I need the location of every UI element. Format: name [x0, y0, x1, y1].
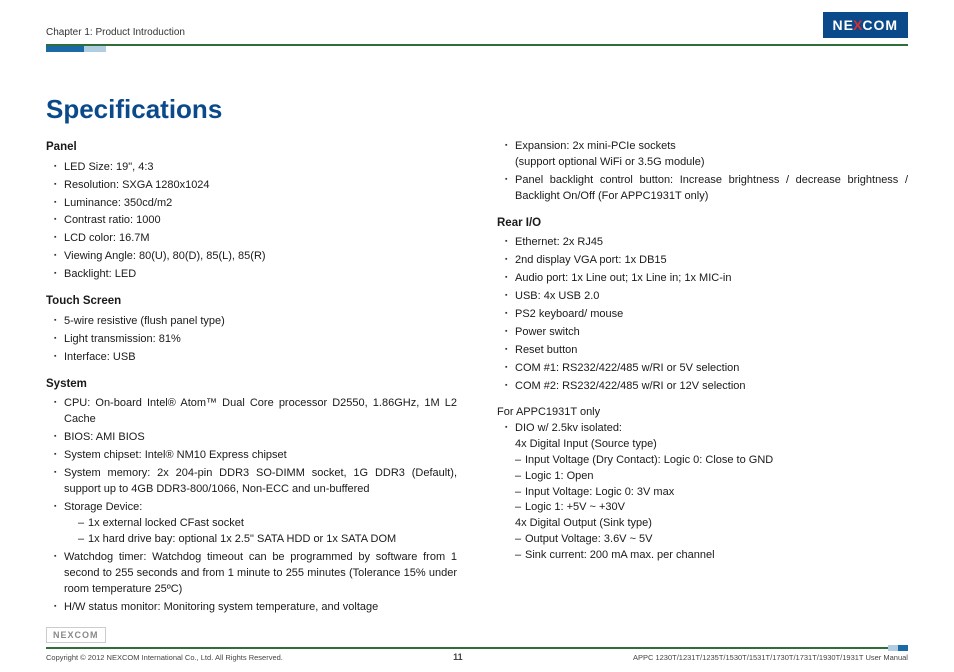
list-item: LCD color: 16.7M — [54, 231, 457, 247]
system-cont-list: Expansion: 2x mini-PCIe sockets (support… — [497, 139, 908, 205]
list-item: USB: 4x USB 2.0 — [505, 289, 908, 305]
copyright-text: Copyright © 2012 NEXCOM International Co… — [46, 653, 283, 662]
list-item: H/W status monitor: Monitoring system te… — [54, 600, 457, 616]
dio-list: DIO w/ 2.5kv isolated: 4x Digital Input … — [497, 421, 908, 564]
header-rule — [46, 44, 908, 50]
list-item: Logic 1: +5V ~ +30V — [515, 500, 908, 516]
system-heading: System — [46, 376, 457, 393]
touch-heading: Touch Screen — [46, 293, 457, 310]
list-item: Viewing Angle: 80(U), 80(D), 85(L), 85(R… — [54, 249, 457, 265]
expansion-line2: (support optional WiFi or 3.5G module) — [515, 156, 705, 168]
list-item: Storage Device: 1x external locked CFast… — [54, 500, 457, 548]
do-head: 4x Digital Output (Sink type) — [515, 517, 652, 529]
list-item: BIOS: AMI BIOS — [54, 430, 457, 446]
list-item: Backlight: LED — [54, 267, 457, 283]
list-item: 1x hard drive bay: optional 1x 2.5" SATA… — [78, 532, 457, 548]
list-item: Audio port: 1x Line out; 1x Line in; 1x … — [505, 271, 908, 287]
list-item: Logic 1: Open — [515, 469, 908, 485]
list-item: Input Voltage (Dry Contact): Logic 0: Cl… — [515, 453, 908, 469]
rear-io-heading: Rear I/O — [497, 215, 908, 232]
expansion-line1: Expansion: 2x mini-PCIe sockets — [515, 140, 676, 152]
footer: NEXCOM Copyright © 2012 NEXCOM Internati… — [46, 625, 908, 662]
list-item: 1x external locked CFast socket — [78, 516, 457, 532]
chapter-label: Chapter 1: Product Introduction — [46, 27, 185, 38]
system-list: CPU: On-board Intel® Atom™ Dual Core pro… — [46, 396, 457, 615]
list-item: Luminance: 350cd/m2 — [54, 196, 457, 212]
list-item: Interface: USB — [54, 350, 457, 366]
list-item: System chipset: Intel® NM10 Express chip… — [54, 448, 457, 464]
logo-post: COM — [75, 630, 99, 640]
di-head: 4x Digital Input (Source type) — [515, 438, 657, 450]
list-item: Resolution: SXGA 1280x1024 — [54, 178, 457, 194]
list-item: Sink current: 200 mA max. per channel — [515, 548, 908, 564]
footer-logo: NEXCOM — [46, 627, 106, 643]
panel-list: LED Size: 19", 4:3 Resolution: SXGA 1280… — [46, 160, 457, 284]
list-item: LED Size: 19", 4:3 — [54, 160, 457, 176]
list-item: Input Voltage: Logic 0: 3V max — [515, 485, 908, 501]
list-item: CPU: On-board Intel® Atom™ Dual Core pro… — [54, 396, 457, 428]
page-number: 11 — [453, 652, 463, 662]
list-item: Panel backlight control button: Increase… — [505, 173, 908, 205]
list-item: Ethernet: 2x RJ45 — [505, 235, 908, 251]
right-column: Expansion: 2x mini-PCIe sockets (support… — [497, 139, 908, 618]
list-item: COM #2: RS232/422/485 w/RI or 12V select… — [505, 379, 908, 395]
logo-post: COM — [862, 17, 898, 33]
list-item: System memory: 2x 204-pin DDR3 SO-DIMM s… — [54, 466, 457, 498]
list-item: 2nd display VGA port: 1x DB15 — [505, 253, 908, 269]
footer-rule — [46, 647, 908, 649]
logo-x: X — [68, 630, 75, 640]
list-item: DIO w/ 2.5kv isolated: 4x Digital Input … — [505, 421, 908, 564]
do-sublist: Output Voltage: 3.6V ~ 5V Sink current: … — [515, 532, 908, 564]
list-item: Light transmission: 81% — [54, 332, 457, 348]
storage-sublist: 1x external locked CFast socket 1x hard … — [64, 516, 457, 548]
list-item: COM #1: RS232/422/485 w/RI or 5V selecti… — [505, 361, 908, 377]
logo-pre: NE — [53, 630, 68, 640]
list-item: Power switch — [505, 325, 908, 341]
logo-pre: NE — [833, 17, 854, 33]
list-item: Watchdog timer: Watchdog timeout can be … — [54, 550, 457, 598]
appc-only-label: For APPC1931T only — [497, 405, 908, 421]
header-logo: NEXCOM — [823, 12, 908, 38]
list-item: PS2 keyboard/ mouse — [505, 307, 908, 323]
page-title: Specifications — [46, 94, 908, 125]
list-item: Contrast ratio: 1000 — [54, 213, 457, 229]
list-item: Output Voltage: 3.6V ~ 5V — [515, 532, 908, 548]
rear-io-list: Ethernet: 2x RJ45 2nd display VGA port: … — [497, 235, 908, 394]
left-column: Panel LED Size: 19", 4:3 Resolution: SXG… — [46, 139, 457, 618]
list-item: Expansion: 2x mini-PCIe sockets (support… — [505, 139, 908, 171]
di-sublist: Input Voltage (Dry Contact): Logic 0: Cl… — [515, 453, 908, 517]
doc-id-text: APPC 1230T/1231T/1235T/1530T/1531T/1730T… — [633, 653, 908, 662]
dio-head: DIO w/ 2.5kv isolated: — [515, 422, 622, 434]
list-item: 5-wire resistive (flush panel type) — [54, 314, 457, 330]
storage-label: Storage Device: — [64, 501, 142, 513]
touch-list: 5-wire resistive (flush panel type) Ligh… — [46, 314, 457, 366]
list-item: Reset button — [505, 343, 908, 359]
panel-heading: Panel — [46, 139, 457, 156]
